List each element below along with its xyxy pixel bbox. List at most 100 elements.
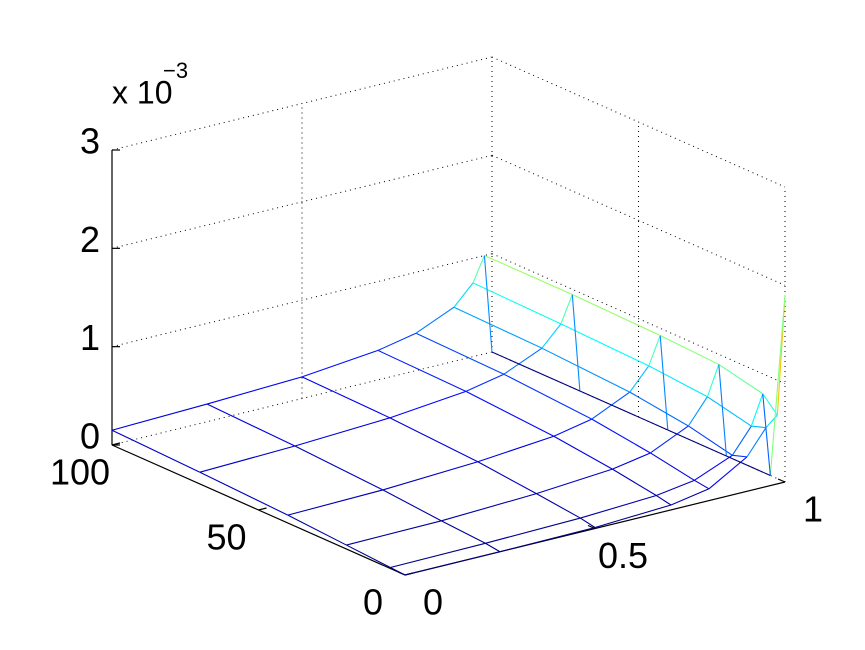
mesh-line bbox=[465, 390, 555, 437]
mesh-line bbox=[572, 294, 661, 336]
mesh-line bbox=[206, 376, 303, 405]
mesh-line bbox=[382, 489, 442, 522]
mesh-line bbox=[732, 454, 748, 458]
mesh-line bbox=[301, 376, 391, 419]
z-tick-label: 0 bbox=[80, 416, 100, 457]
z-tick-label: 2 bbox=[80, 219, 100, 260]
mesh-line bbox=[441, 493, 537, 522]
mesh-line bbox=[483, 255, 493, 353]
mesh-line bbox=[301, 349, 379, 378]
mesh-line bbox=[765, 414, 778, 429]
mesh-line bbox=[762, 393, 771, 476]
mesh-line bbox=[612, 468, 657, 497]
mesh-line bbox=[591, 391, 631, 420]
mesh-line bbox=[726, 455, 771, 477]
grid-line bbox=[111, 154, 493, 249]
mesh-line bbox=[491, 351, 581, 392]
mesh-line bbox=[404, 551, 501, 576]
mesh-line bbox=[650, 452, 695, 481]
grid-line bbox=[491, 56, 786, 188]
mesh-line bbox=[390, 542, 486, 569]
mesh-line bbox=[769, 295, 786, 476]
mesh-line bbox=[415, 306, 455, 334]
mesh-line bbox=[465, 373, 505, 392]
mesh-line bbox=[294, 417, 391, 447]
mesh-line bbox=[750, 393, 764, 427]
mesh-line bbox=[453, 306, 543, 349]
mesh-line bbox=[111, 429, 201, 473]
mesh-line bbox=[503, 347, 543, 375]
mesh-line bbox=[579, 390, 669, 431]
mesh-line bbox=[762, 393, 778, 416]
mesh-line bbox=[499, 526, 596, 553]
mesh-line bbox=[382, 461, 478, 491]
x-tick-label: 0 bbox=[423, 582, 443, 623]
mesh-line bbox=[708, 456, 748, 490]
mesh-line bbox=[472, 282, 562, 325]
mesh-line bbox=[648, 335, 661, 367]
mesh-line bbox=[389, 390, 467, 419]
mesh-line bbox=[670, 488, 710, 506]
mesh-line bbox=[287, 489, 383, 516]
mesh-line bbox=[656, 495, 672, 506]
z-tick-label: 1 bbox=[80, 317, 100, 358]
mesh-line bbox=[591, 418, 651, 454]
mesh-line bbox=[656, 479, 695, 497]
mesh-line bbox=[746, 427, 767, 458]
mesh-line bbox=[294, 445, 384, 491]
mesh-line bbox=[485, 517, 581, 544]
mesh-line bbox=[560, 294, 573, 325]
mesh-line bbox=[553, 418, 593, 437]
x-tick bbox=[777, 478, 786, 483]
mesh-line bbox=[477, 461, 537, 495]
z-multiplier: x 10 bbox=[112, 74, 172, 110]
mesh-line bbox=[629, 365, 650, 393]
mesh-line bbox=[659, 335, 669, 431]
mesh-line bbox=[111, 403, 208, 431]
mesh-line bbox=[477, 435, 554, 463]
mesh-line bbox=[377, 349, 467, 392]
mesh-line bbox=[688, 425, 733, 456]
grid-line bbox=[491, 154, 786, 286]
y-tick-label: 50 bbox=[206, 517, 246, 558]
mesh-line bbox=[612, 452, 651, 470]
mesh-line bbox=[484, 255, 573, 296]
mesh-line bbox=[503, 373, 593, 420]
mesh-line bbox=[389, 417, 479, 463]
mesh-line bbox=[453, 282, 474, 308]
mesh-line bbox=[553, 435, 613, 470]
mesh-line bbox=[560, 323, 650, 367]
mesh-line bbox=[199, 471, 289, 516]
mesh-line bbox=[707, 396, 752, 427]
mesh-line bbox=[648, 365, 708, 398]
x-tick-label: 1 bbox=[803, 489, 823, 530]
z-tick-label: 3 bbox=[80, 121, 100, 162]
mesh-line bbox=[536, 468, 613, 495]
mesh-line bbox=[629, 391, 689, 427]
mesh-line bbox=[731, 425, 752, 456]
mesh-line bbox=[694, 479, 710, 490]
y-tick-label: 100 bbox=[50, 452, 110, 493]
mesh-line bbox=[580, 495, 657, 519]
grid-line bbox=[491, 253, 786, 385]
mesh-line bbox=[346, 544, 391, 569]
mesh-line bbox=[667, 429, 727, 457]
mesh-line bbox=[659, 335, 720, 365]
y-tick bbox=[111, 442, 121, 446]
mesh-line bbox=[485, 542, 501, 553]
mesh-line bbox=[377, 332, 417, 351]
mesh-line bbox=[346, 520, 442, 546]
x-tick-label: 0.5 bbox=[598, 535, 648, 576]
grid-line bbox=[111, 56, 493, 151]
mesh-line bbox=[571, 294, 581, 392]
mesh-line bbox=[206, 403, 296, 447]
grid-line bbox=[111, 253, 493, 348]
mesh-line bbox=[541, 347, 631, 393]
mesh-line bbox=[536, 493, 581, 519]
mesh-line bbox=[718, 364, 727, 457]
z-multiplier-exponent: −3 bbox=[163, 58, 188, 83]
mesh-line bbox=[415, 332, 505, 375]
mesh-line bbox=[694, 454, 733, 481]
mesh-line bbox=[718, 363, 764, 395]
